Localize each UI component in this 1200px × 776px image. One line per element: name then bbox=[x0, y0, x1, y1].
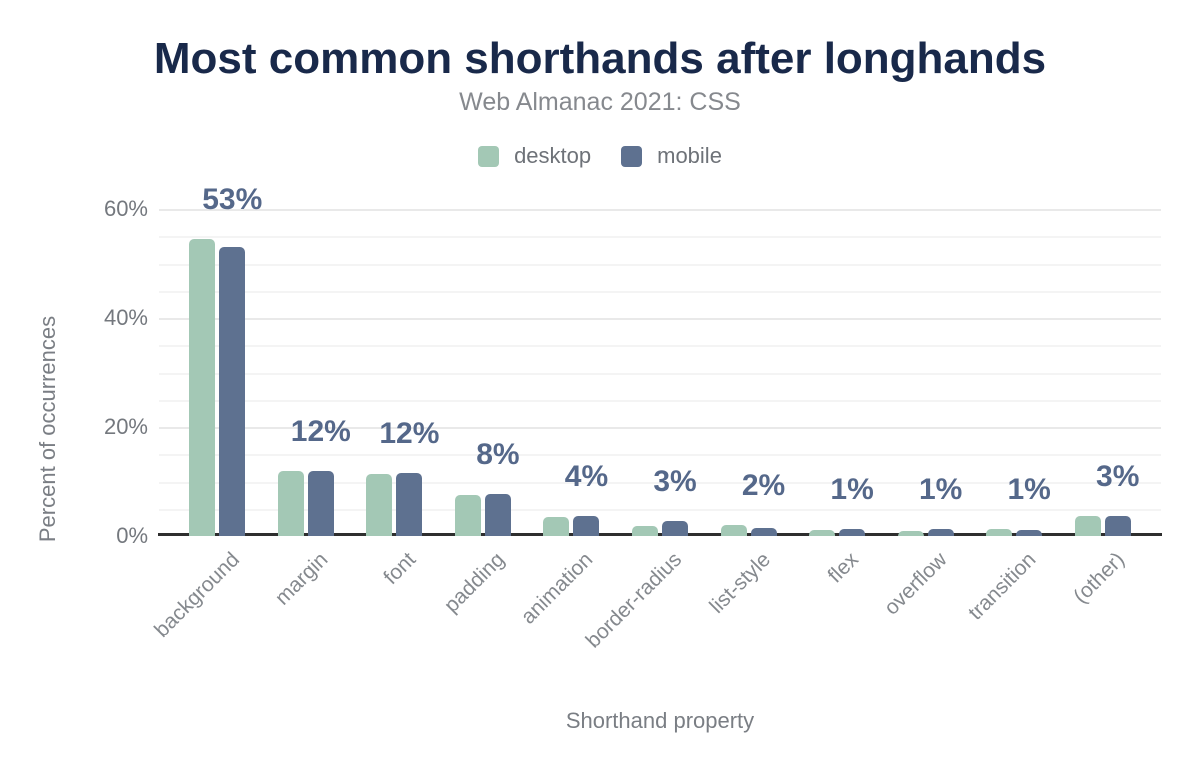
mobile-swatch-icon bbox=[621, 145, 643, 167]
value-label-border-radius: 3% bbox=[653, 465, 697, 499]
gridline-30 bbox=[159, 372, 1161, 375]
gridline-60 bbox=[159, 209, 1161, 211]
y-tick-label-20: 20% bbox=[103, 414, 148, 439]
bar-mobile-animation[interactable] bbox=[573, 515, 600, 536]
gridline-15 bbox=[159, 454, 1161, 457]
gridline-35 bbox=[159, 345, 1161, 348]
bar-desktop-padding[interactable] bbox=[454, 494, 481, 536]
bar-desktop-animation[interactable] bbox=[543, 516, 570, 536]
bar-mobile-background[interactable] bbox=[219, 247, 246, 536]
bar-mobile-font[interactable] bbox=[396, 472, 423, 536]
bar-mobile-list-style[interactable] bbox=[750, 527, 777, 536]
x-category-label-text-animation: animation bbox=[517, 548, 598, 629]
value-label-background: 53% bbox=[202, 182, 263, 216]
bar-mobile-transition[interactable] bbox=[1016, 530, 1043, 536]
gridline-20 bbox=[159, 427, 1161, 429]
value-label-padding: 8% bbox=[476, 438, 520, 472]
x-category-label-text-background: background bbox=[149, 548, 244, 642]
gridline-50 bbox=[159, 263, 1161, 266]
bar-mobile-overflow[interactable] bbox=[927, 529, 954, 536]
value-label-animation: 4% bbox=[564, 459, 609, 493]
legend-item-desktop[interactable]: desktop bbox=[478, 143, 591, 169]
x-category-label-text-font: font bbox=[379, 548, 421, 590]
x-category-label-text-flex: flex bbox=[823, 548, 864, 588]
gridline-45 bbox=[159, 290, 1161, 293]
x-category-label-text-transition: transition bbox=[963, 548, 1041, 625]
value-label-transition: 1% bbox=[1007, 472, 1051, 506]
value-label-overflow: 1% bbox=[918, 473, 963, 507]
bar-desktop-font[interactable] bbox=[366, 474, 393, 536]
y-tick-label-40: 40% bbox=[103, 305, 148, 330]
legend: desktop mobile bbox=[0, 143, 1200, 169]
bar-desktop-background[interactable] bbox=[189, 238, 216, 536]
y-axis-title: Percent of occurrences bbox=[35, 315, 60, 543]
bar-desktop-transition[interactable] bbox=[986, 528, 1013, 536]
x-category-label-text-list-style: list-style bbox=[704, 548, 775, 618]
gridline-10 bbox=[159, 481, 1161, 484]
gridline-40 bbox=[159, 318, 1161, 320]
value-label-margin: 12% bbox=[290, 414, 351, 448]
chart-title: Most common shorthands after longhands bbox=[153, 34, 1047, 83]
bar-mobile-padding[interactable] bbox=[484, 494, 511, 536]
bar-mobile-margin[interactable] bbox=[307, 470, 334, 536]
legend-item-mobile[interactable]: mobile bbox=[621, 143, 722, 169]
legend-label-desktop: desktop bbox=[514, 143, 592, 168]
bar-mobile-border-radius[interactable] bbox=[662, 521, 688, 536]
x-category-label-text-padding: padding bbox=[440, 548, 510, 618]
value-label-flex: 1% bbox=[830, 473, 874, 507]
bar-desktop-margin[interactable] bbox=[277, 471, 304, 536]
y-tick-label-0: 0% bbox=[116, 523, 148, 548]
legend-label-mobile: mobile bbox=[657, 143, 722, 168]
value-label-list-style: 2% bbox=[741, 469, 786, 503]
x-axis-title: Shorthand property bbox=[565, 708, 755, 733]
bar-mobile-(other)[interactable] bbox=[1104, 515, 1131, 536]
x-category-label-text-overflow: overflow bbox=[880, 548, 952, 620]
bar-desktop-flex[interactable] bbox=[809, 530, 836, 536]
gridline-25 bbox=[159, 399, 1161, 402]
bar-desktop-(other)[interactable] bbox=[1074, 516, 1101, 536]
gridline-55 bbox=[159, 236, 1161, 239]
x-axis-line bbox=[158, 533, 1162, 536]
value-label-font: 12% bbox=[379, 416, 440, 450]
bar-mobile-flex[interactable] bbox=[839, 529, 866, 536]
x-category-label-text-margin: margin bbox=[270, 548, 333, 610]
chart-subtitle: Web Almanac 2021: CSS bbox=[459, 88, 741, 116]
bar-desktop-list-style[interactable] bbox=[720, 525, 747, 536]
bar-desktop-border-radius[interactable] bbox=[632, 525, 658, 536]
value-label-(other): 3% bbox=[1096, 459, 1140, 493]
bar-desktop-overflow[interactable] bbox=[897, 531, 924, 536]
x-category-label-text-(other): (other) bbox=[1068, 548, 1129, 609]
y-tick-label-60: 60% bbox=[103, 196, 148, 221]
gridline-5 bbox=[159, 508, 1161, 511]
desktop-swatch-icon bbox=[478, 145, 500, 167]
